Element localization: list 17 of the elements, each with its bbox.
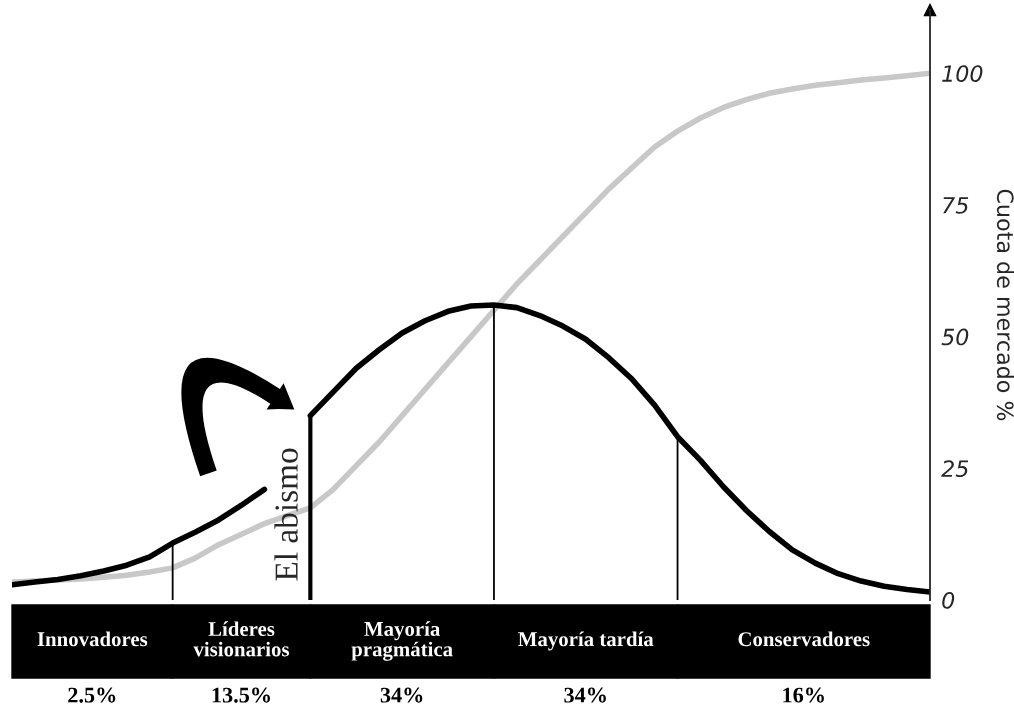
text: 16% xyxy=(783,687,824,703)
text: 13.5% xyxy=(212,687,270,703)
y-tick-label: 50 xyxy=(941,328,969,346)
text: 2.5% xyxy=(68,687,116,703)
text: Mayoría tardía xyxy=(518,631,654,651)
y-tick-label: 25 xyxy=(941,460,969,478)
y-axis-title: Cuota de mercado % xyxy=(996,189,1014,421)
text: Líderes visionarios xyxy=(193,621,290,657)
y-tick-label: 75 xyxy=(943,197,969,214)
text: 34% xyxy=(564,687,606,703)
text: 34% xyxy=(380,687,423,703)
text: Innovadores xyxy=(37,631,148,647)
annotation: El abismo xyxy=(274,448,298,581)
y-tick-label: 0 xyxy=(942,591,955,609)
y-tick-label: 100 xyxy=(942,65,983,82)
text: Mayoría pragmática xyxy=(351,621,453,661)
text: Conservadores xyxy=(738,631,870,647)
